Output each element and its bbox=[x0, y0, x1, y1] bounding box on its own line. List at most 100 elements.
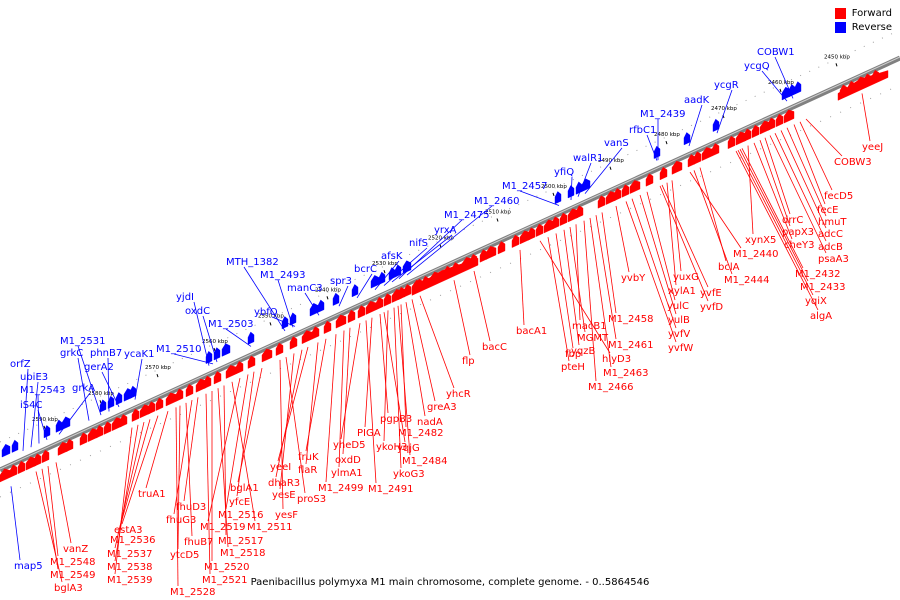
reverse-gene-label: M1_2493 bbox=[260, 270, 305, 281]
reverse-gene-feature bbox=[402, 260, 412, 274]
forward-gene-label: estA3 bbox=[114, 525, 143, 536]
forward-gene-leader bbox=[411, 299, 436, 402]
scale-tick-label: 2460 kbp bbox=[768, 80, 794, 86]
forward-gene-label: M1_2484 bbox=[402, 456, 447, 467]
reverse-gene-label: COBW1 bbox=[757, 47, 795, 58]
forward-gene-feature bbox=[701, 147, 713, 161]
forward-gene-label: bglA1 bbox=[230, 483, 259, 494]
reverse-gene-feature bbox=[351, 284, 359, 298]
forward-gene-leader bbox=[786, 127, 827, 217]
forward-gene-leader bbox=[47, 465, 59, 557]
reverse-gene-feature bbox=[309, 302, 319, 317]
reverse-gene-label: oxdC bbox=[185, 306, 210, 317]
forward-gene-feature bbox=[289, 336, 298, 350]
scale-tick bbox=[496, 218, 499, 222]
forward-gene-label: ykoH3 bbox=[376, 442, 407, 453]
forward-gene-label: drrC bbox=[782, 215, 803, 226]
forward-gene-label: macB1 bbox=[572, 321, 607, 332]
forward-gene-leader bbox=[569, 227, 586, 333]
reverse-gene-label: orfZ bbox=[10, 359, 31, 370]
forward-gene-feature bbox=[597, 195, 606, 209]
forward-gene-feature bbox=[613, 187, 622, 202]
reverse-gene-feature bbox=[794, 81, 802, 95]
reverse-gene-label: ybfQ bbox=[254, 307, 278, 318]
forward-gene-leader bbox=[419, 295, 455, 389]
forward-gene-label: M1_2461 bbox=[608, 340, 653, 351]
forward-gene-feature bbox=[671, 160, 683, 175]
reverse-gene-label: ycaK1 bbox=[124, 349, 154, 360]
forward-gene-feature bbox=[175, 388, 184, 402]
forward-gene-leader bbox=[207, 378, 241, 522]
reverse-gene-feature bbox=[205, 350, 213, 365]
reverse-gene-label: rfbC1 bbox=[629, 125, 656, 136]
reverse-gene-label: yjdI bbox=[176, 292, 194, 303]
forward-gene-label: MGMT bbox=[577, 333, 609, 344]
forward-gene-label: cheY3 bbox=[784, 240, 814, 251]
forward-gene-feature bbox=[41, 449, 50, 464]
reverse-gene-feature bbox=[289, 312, 297, 326]
reverse-gene-label: aadK bbox=[684, 95, 710, 106]
scale-tick bbox=[43, 425, 46, 430]
forward-gene-feature bbox=[645, 173, 654, 187]
scale-tick bbox=[779, 88, 782, 93]
forward-gene-feature bbox=[275, 342, 284, 356]
forward-gene-label: psaA3 bbox=[818, 254, 849, 265]
forward-gene-label: bacC bbox=[482, 342, 507, 353]
forward-gene-label: yulB bbox=[668, 315, 690, 326]
forward-gene-feature bbox=[767, 117, 776, 131]
reverse-gene-feature bbox=[378, 271, 386, 285]
forward-gene-leader bbox=[340, 323, 361, 440]
forward-gene-label: yvfE bbox=[700, 288, 722, 299]
forward-gene-label: hlyD3 bbox=[602, 354, 631, 365]
scale-tick bbox=[326, 296, 329, 300]
reverse-gene-feature bbox=[712, 118, 720, 132]
forward-gene-leader bbox=[121, 415, 159, 525]
forward-gene-leader bbox=[55, 462, 72, 544]
scale-tick bbox=[213, 347, 216, 352]
reverse-gene-feature bbox=[788, 84, 796, 98]
forward-gene-feature bbox=[155, 397, 164, 411]
forward-gene-leader bbox=[555, 233, 574, 349]
scale-tick bbox=[383, 270, 386, 274]
forward-gene-label: adcC bbox=[818, 229, 843, 240]
forward-gene-leader bbox=[595, 215, 617, 340]
forward-gene-label: fruK bbox=[298, 452, 319, 463]
forward-gene-leader bbox=[114, 421, 145, 549]
forward-gene-feature bbox=[347, 309, 356, 324]
forward-gene-leader bbox=[780, 130, 827, 229]
forward-gene-leader bbox=[735, 150, 819, 311]
forward-gene-label: ylmA1 bbox=[331, 468, 363, 479]
scale-tick-label: 2470 kbp bbox=[711, 106, 737, 112]
forward-gene-feature bbox=[403, 284, 412, 298]
forward-gene-leader bbox=[639, 194, 677, 315]
reverse-gene-label: walR1 bbox=[573, 153, 603, 164]
forward-gene-leader bbox=[737, 149, 814, 296]
scale-tick-label: 2520 kbp bbox=[428, 236, 454, 242]
forward-gene-leader bbox=[661, 184, 709, 288]
scale-tick-label: 2580 kbp bbox=[88, 391, 114, 397]
forward-gene-feature bbox=[511, 234, 520, 248]
reverse-gene-leader bbox=[22, 368, 29, 451]
forward-gene-leader bbox=[799, 121, 833, 191]
forward-gene-label: M1_2521 bbox=[202, 575, 247, 586]
forward-gene-label: ykoG3 bbox=[393, 469, 425, 480]
scale-tick-label: 2570 kbp bbox=[145, 365, 171, 371]
reverse-gene-feature bbox=[281, 316, 289, 330]
forward-gene-feature bbox=[65, 438, 74, 453]
reverse-gene-leader bbox=[77, 345, 102, 416]
forward-gene-label: yeeI bbox=[270, 462, 291, 473]
scale-tick-label: 2450 kbp bbox=[824, 54, 850, 60]
forward-gene-leader bbox=[285, 357, 306, 494]
forward-gene-label: PIGA bbox=[357, 428, 381, 439]
forward-gene-label: fhuD3 bbox=[176, 502, 206, 513]
forward-gene-leader bbox=[400, 304, 407, 428]
forward-gene-label: bglA3 bbox=[54, 583, 83, 594]
scale-tick-label: 2590 kbp bbox=[32, 417, 58, 423]
forward-gene-label: M1_2536 bbox=[110, 535, 155, 546]
forward-gene-label: yeeJ bbox=[862, 142, 883, 153]
forward-gene-feature bbox=[261, 348, 273, 363]
forward-gene-label: flp bbox=[462, 356, 475, 367]
forward-gene-label: yuxG bbox=[673, 272, 699, 283]
forward-gene-feature bbox=[783, 109, 795, 124]
forward-gene-label: M1_2549 bbox=[50, 570, 95, 581]
